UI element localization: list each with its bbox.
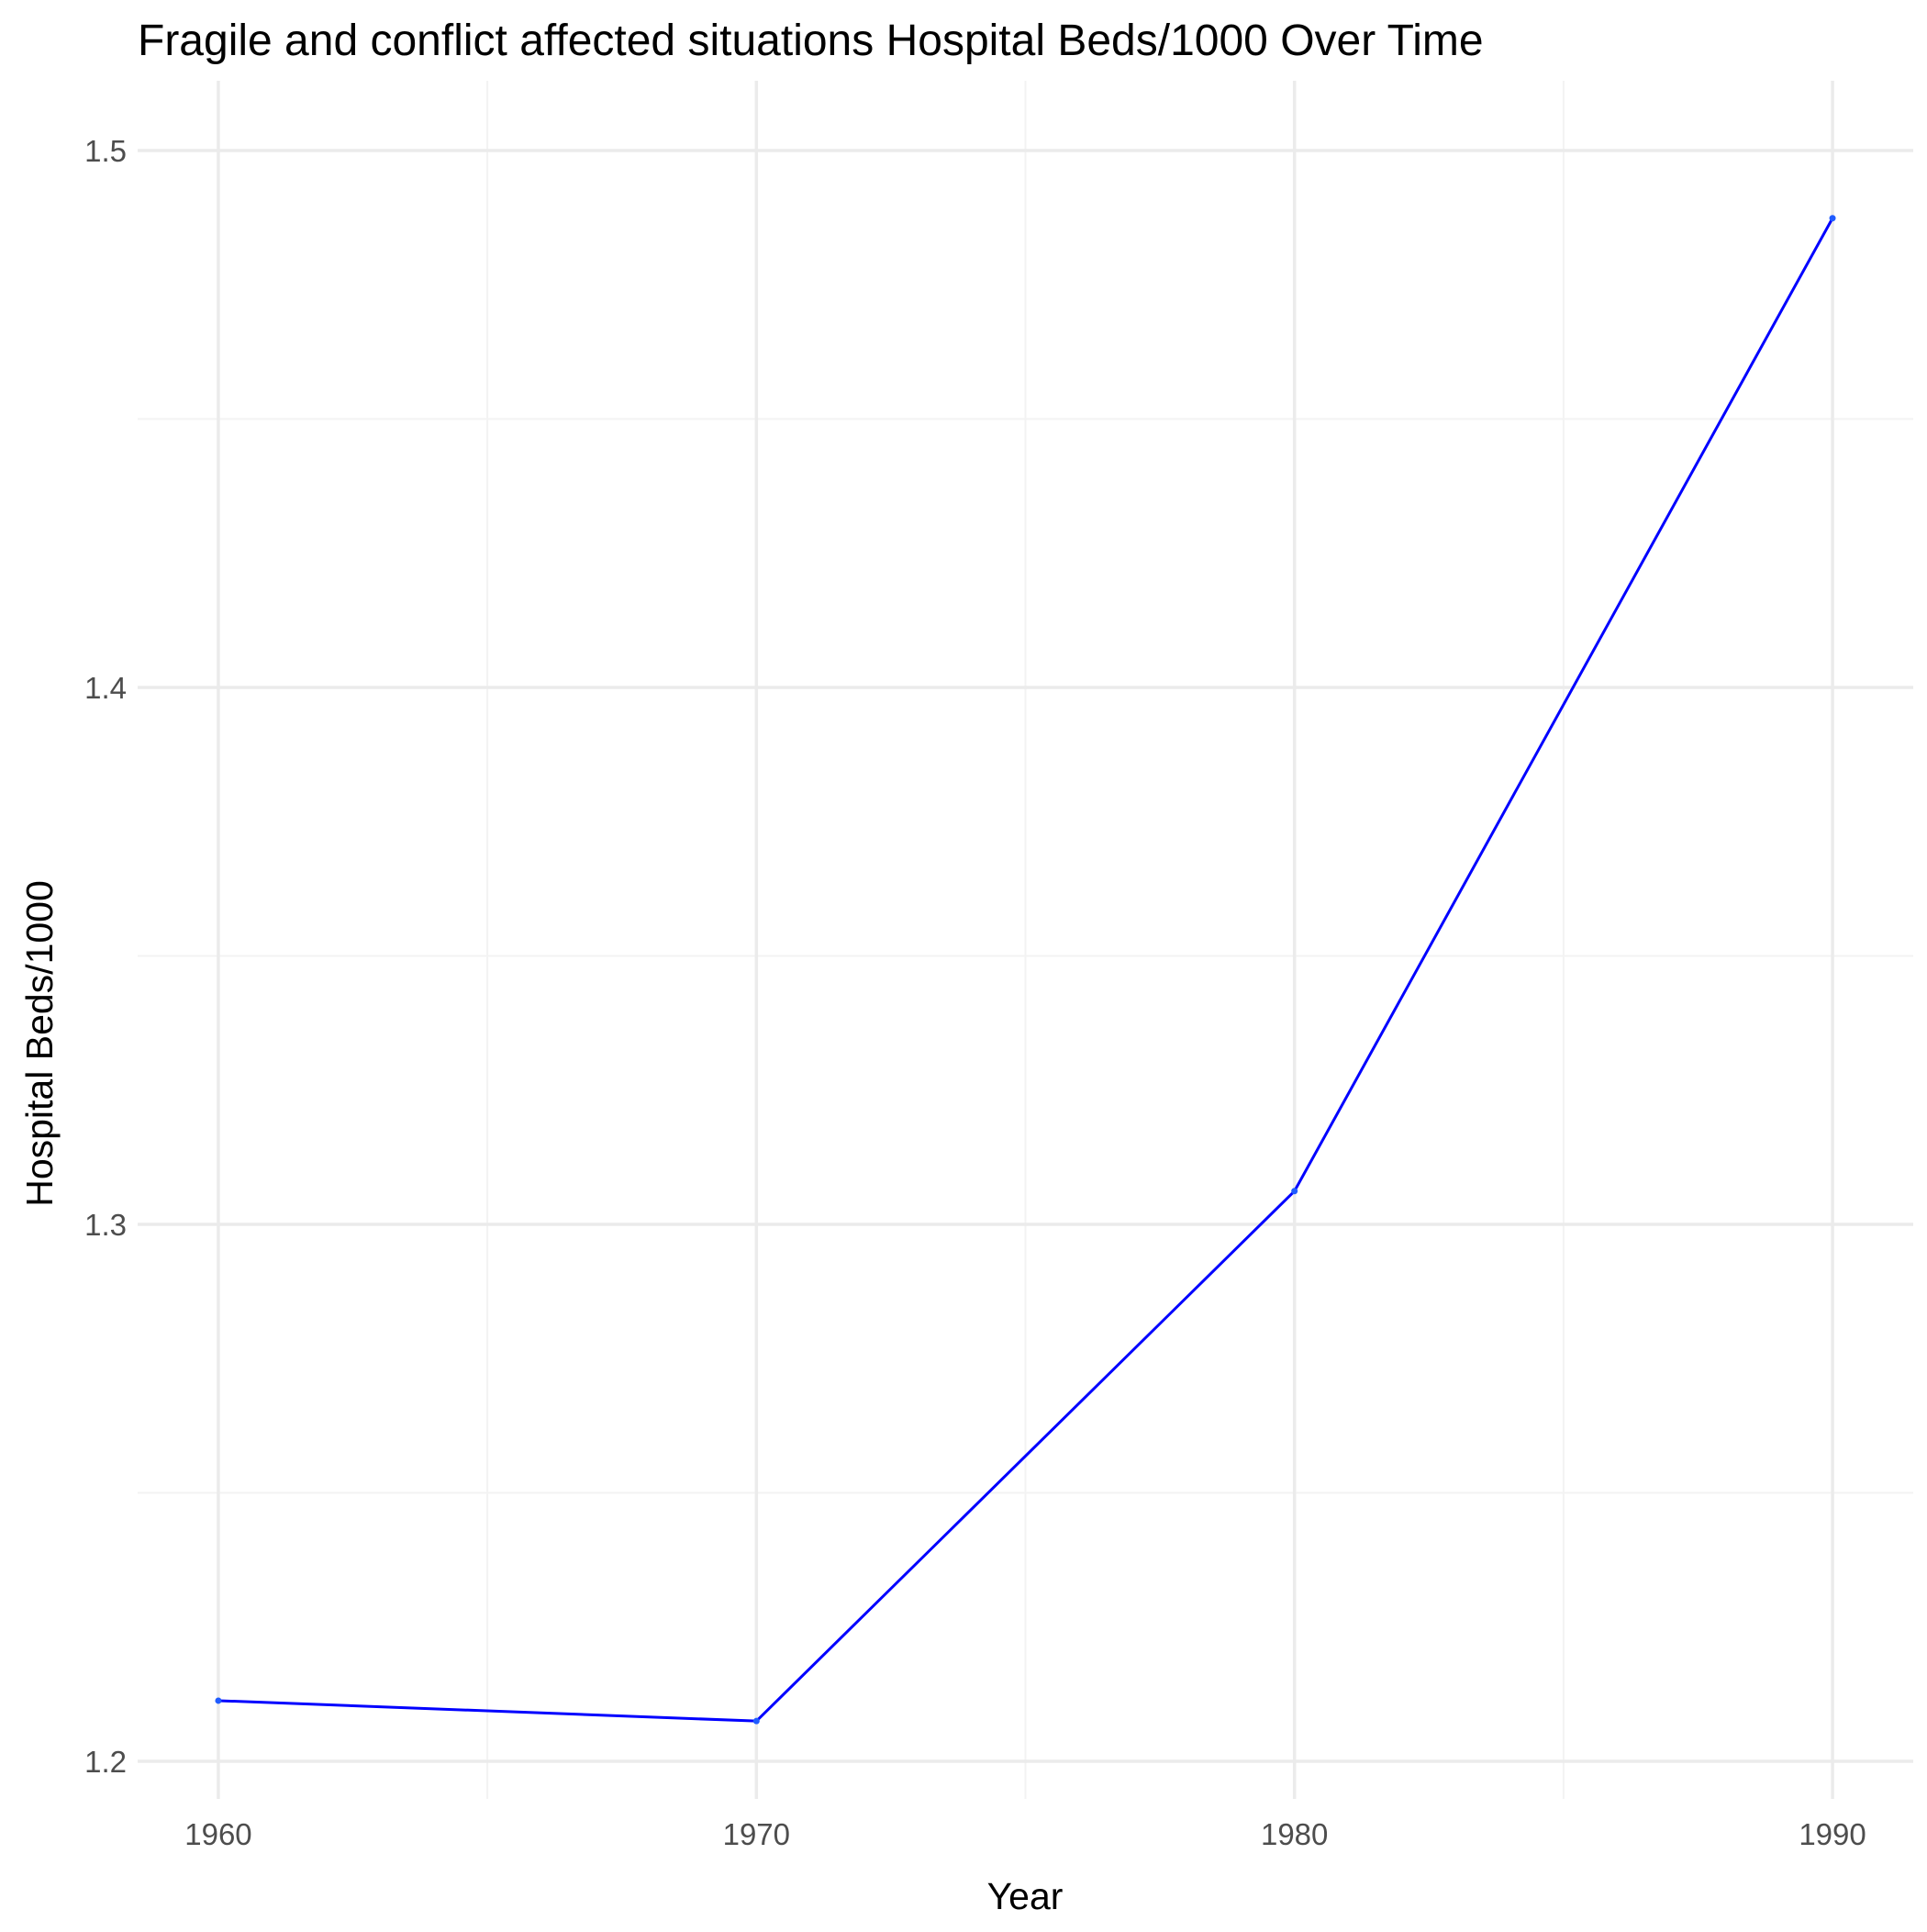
y-tick-label: 1.2 [84, 1745, 127, 1779]
x-tick-label: 1960 [184, 1817, 251, 1851]
data-point [215, 1697, 222, 1704]
y-tick-label: 1.4 [84, 671, 127, 705]
data-point [752, 1717, 760, 1725]
chart-title: Fragile and conflict affected situations… [138, 17, 1484, 65]
data-point [1291, 1188, 1298, 1195]
data-point [1829, 215, 1836, 222]
x-tick-label: 1990 [1799, 1817, 1866, 1851]
y-tick-label: 1.3 [84, 1208, 127, 1242]
x-tick-label: 1970 [723, 1817, 790, 1851]
y-axis-title: Hospital Beds/1000 [18, 880, 61, 1207]
series-layer [215, 215, 1836, 1725]
x-axis-title: Year [987, 1875, 1064, 1917]
x-tick-label: 1980 [1261, 1817, 1328, 1851]
axis-layer: 1960 1970 1980 1990 1.2 1.3 1.4 1.5 [84, 134, 1866, 1851]
grid-layer [138, 81, 1913, 1799]
series-line [217, 217, 1834, 1723]
y-tick-label: 1.5 [84, 134, 127, 168]
